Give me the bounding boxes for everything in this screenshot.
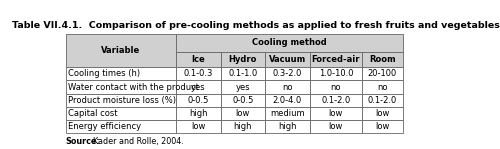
Text: low: low (191, 122, 206, 131)
Bar (265, 120, 310, 133)
Bar (265, 80, 310, 94)
Bar (66, 80, 176, 94)
Text: Capital cost: Capital cost (68, 109, 117, 118)
Text: Hydro: Hydro (228, 55, 257, 64)
Text: Room: Room (369, 55, 396, 64)
Text: Water contact with the product: Water contact with the product (68, 83, 199, 91)
Bar (220, 67, 265, 80)
Bar (66, 94, 176, 107)
Bar (310, 94, 362, 107)
Bar (176, 52, 220, 67)
Bar (310, 80, 362, 94)
Text: 0-0.5: 0-0.5 (232, 96, 254, 105)
Text: no: no (377, 83, 388, 91)
Bar (362, 67, 403, 80)
Bar (265, 52, 310, 67)
Text: low: low (328, 122, 343, 131)
Bar (176, 94, 220, 107)
Text: Forced-air: Forced-air (312, 55, 360, 64)
Bar (220, 120, 265, 133)
Text: 0.1-0.3: 0.1-0.3 (184, 69, 213, 78)
Text: low: low (375, 109, 390, 118)
Text: Vacuum: Vacuum (269, 55, 306, 64)
Bar (362, 94, 403, 107)
Bar (66, 34, 176, 67)
Bar (66, 67, 176, 80)
Text: no: no (330, 83, 341, 91)
Bar (176, 67, 220, 80)
Bar (310, 107, 362, 120)
Bar (66, 107, 176, 120)
Text: 2.0-4.0: 2.0-4.0 (273, 96, 302, 105)
Bar (220, 80, 265, 94)
Text: Table VII.4.1.  Comparison of pre-cooling methods as applied to fresh fruits and: Table VII.4.1. Comparison of pre-cooling… (12, 21, 500, 30)
Text: 0.1-2.0: 0.1-2.0 (368, 96, 397, 105)
Text: 1.0-10.0: 1.0-10.0 (318, 69, 353, 78)
Bar (265, 67, 310, 80)
Bar (362, 120, 403, 133)
Text: 0.1-2.0: 0.1-2.0 (322, 96, 350, 105)
Bar (220, 107, 265, 120)
Text: low: low (236, 109, 250, 118)
Text: high: high (278, 122, 296, 131)
Bar (176, 34, 402, 52)
Text: Ice: Ice (192, 55, 205, 64)
Bar (220, 94, 265, 107)
Text: Kader and Rolle, 2004.: Kader and Rolle, 2004. (88, 137, 184, 146)
Text: no: no (282, 83, 292, 91)
Text: 0-0.5: 0-0.5 (188, 96, 209, 105)
Text: Energy efficiency: Energy efficiency (68, 122, 141, 131)
Text: 0.3-2.0: 0.3-2.0 (273, 69, 302, 78)
Bar (362, 80, 403, 94)
Bar (176, 80, 220, 94)
Text: Product moisture loss (%): Product moisture loss (%) (68, 96, 176, 105)
Bar (310, 67, 362, 80)
Text: Variable: Variable (101, 46, 140, 55)
Bar (66, 120, 176, 133)
Bar (176, 120, 220, 133)
Text: yes: yes (236, 83, 250, 91)
Text: Cooling times (h): Cooling times (h) (68, 69, 140, 78)
Text: 20-100: 20-100 (368, 69, 397, 78)
Text: high: high (189, 109, 208, 118)
Text: Cooling method: Cooling method (252, 38, 327, 47)
Bar (362, 52, 403, 67)
Bar (362, 107, 403, 120)
Text: yes: yes (191, 83, 206, 91)
Text: 0.1-1.0: 0.1-1.0 (228, 69, 258, 78)
Text: low: low (328, 109, 343, 118)
Bar (220, 52, 265, 67)
Text: Source:: Source: (66, 137, 100, 146)
Bar (265, 94, 310, 107)
Bar (176, 107, 220, 120)
Bar (310, 52, 362, 67)
Text: medium: medium (270, 109, 305, 118)
Bar (310, 120, 362, 133)
Text: low: low (375, 122, 390, 131)
Text: high: high (234, 122, 252, 131)
Bar (265, 107, 310, 120)
